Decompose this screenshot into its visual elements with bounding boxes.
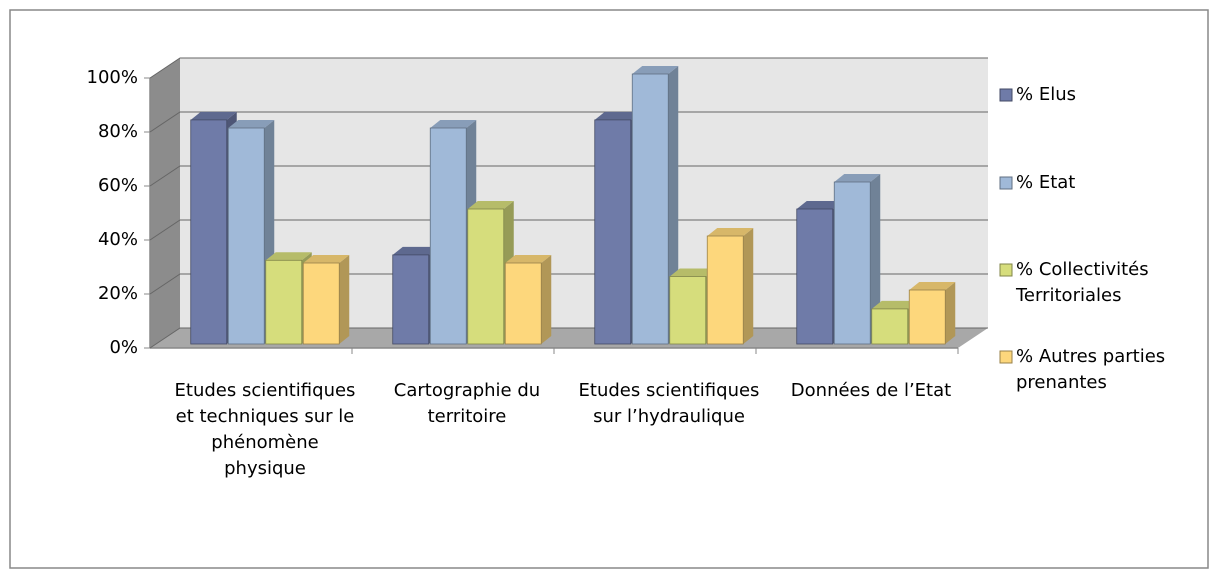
y-tick-label: 40% (98, 229, 138, 250)
legend-label: % Collectivités Territoriales (1016, 259, 1149, 306)
bar-top (303, 255, 350, 263)
bar-top (228, 120, 275, 128)
grid-line (149, 165, 988, 187)
bar (227, 127, 265, 345)
bar-top (190, 111, 237, 120)
bar-top (669, 268, 716, 277)
bar (833, 181, 871, 345)
bar-top (505, 255, 552, 263)
bar-top (632, 66, 679, 74)
bar-top (430, 120, 477, 128)
bar-top (871, 300, 918, 309)
x-tick-label: Cartographie du territoire (393, 380, 541, 427)
bar (265, 259, 303, 345)
bar-top (594, 111, 641, 120)
bar (302, 262, 340, 345)
bar (669, 276, 707, 345)
bar-top (467, 201, 514, 209)
y-tick-label: 20% (98, 283, 138, 304)
x-tick-label: Etudes scientifiques et techniques sur l… (174, 380, 356, 479)
bar-top (265, 252, 312, 261)
bar (706, 235, 744, 345)
floor (150, 328, 988, 348)
bar (429, 127, 467, 345)
x-tick-label: Données de l’Etat (790, 380, 952, 401)
bar-side (870, 174, 881, 344)
legend-swatch (999, 263, 1013, 277)
bar-side (339, 255, 350, 344)
bar-side (945, 282, 956, 344)
side-wall (150, 58, 180, 348)
bar (467, 208, 505, 345)
legend-swatch (999, 176, 1013, 190)
legend-label: % Elus (1016, 84, 1076, 105)
bar-top (392, 246, 439, 255)
bar-top (834, 174, 881, 182)
bar (796, 208, 834, 345)
bar-side (743, 228, 754, 344)
legend-swatch (999, 88, 1013, 102)
y-tick-label: 80% (98, 121, 138, 142)
grid-line (149, 111, 988, 133)
bar (392, 254, 430, 345)
legend-label: % Etat (1016, 172, 1076, 193)
bar-side (541, 255, 552, 344)
bar-top (909, 282, 956, 290)
grid-line (149, 57, 988, 79)
x-tick-label: Etudes scientifiques sur l’hydraulique (578, 380, 760, 427)
bar (631, 73, 669, 345)
y-tick-label: 60% (98, 175, 138, 196)
bar (504, 262, 542, 345)
bar (190, 119, 228, 345)
bar-top (707, 228, 754, 236)
bar (594, 119, 632, 345)
grid-line (149, 219, 988, 241)
legend-label: % Autres parties prenantes (1016, 346, 1166, 393)
back-wall (180, 58, 988, 328)
y-tick-label: 0% (109, 337, 138, 358)
bar-top (796, 201, 843, 209)
y-tick-label: 100% (87, 67, 138, 88)
legend-swatch (999, 350, 1013, 364)
bar (871, 308, 909, 345)
bar (908, 289, 946, 345)
